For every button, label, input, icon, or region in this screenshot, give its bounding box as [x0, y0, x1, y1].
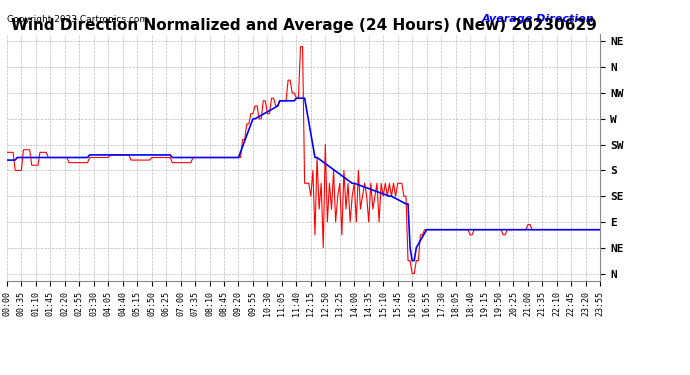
Text: Average Direction: Average Direction: [482, 14, 594, 24]
Title: Wind Direction Normalized and Average (24 Hours) (New) 20230629: Wind Direction Normalized and Average (2…: [10, 18, 597, 33]
Text: Copyright 2023 Cartronics.com: Copyright 2023 Cartronics.com: [7, 15, 148, 24]
